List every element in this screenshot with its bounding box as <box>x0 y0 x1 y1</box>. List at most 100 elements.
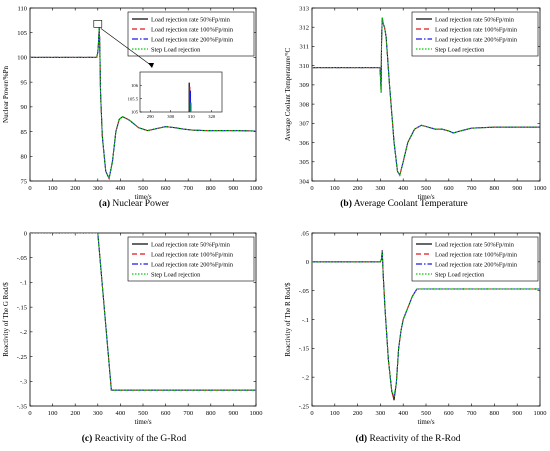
x-tick-label: 200 <box>353 410 363 417</box>
y-axis-label: Nuclear Power/%Pn <box>2 66 10 123</box>
x-tick-label: 0 <box>310 410 313 417</box>
y-tick-label: -.15 <box>299 346 309 353</box>
x-tick-label: 800 <box>490 410 500 417</box>
legend: Load rejection rate 50%Fp/min Load reject… <box>127 236 255 282</box>
y-tick-label: 85 <box>21 129 28 136</box>
y-tick-label: -.2 <box>302 374 309 381</box>
x-tick-label: 500 <box>421 410 431 417</box>
series-line-4 <box>312 17 540 177</box>
y-tick-label: 90 <box>21 104 28 111</box>
y-tick-label: 312 <box>299 25 309 32</box>
x-tick-label: 1000 <box>250 410 263 417</box>
x-tick-label: 300 <box>376 185 386 192</box>
inset-frame <box>139 71 223 113</box>
x-tick-label: 600 <box>161 410 171 417</box>
y-axis-label: Reactivity of The R Rod/$ <box>284 282 292 357</box>
legend: Load rejection rate 50%Fp/min Load reject… <box>411 236 539 282</box>
series-line-3 <box>30 233 256 391</box>
series-line-4 <box>30 27 256 181</box>
x-tick-label: 700 <box>183 410 193 417</box>
y-tick-label: -.05 <box>17 255 27 262</box>
x-tick-label: 300 <box>93 185 103 192</box>
x-axis-label: time/s <box>134 193 151 201</box>
legend-box <box>411 236 539 282</box>
y-tick-label: -.25 <box>299 403 309 410</box>
inset-x-tick-label: 290 <box>147 114 155 119</box>
y-tick-label: 105 <box>17 30 27 37</box>
legend-label-3: Load rejection rate 200%Fp/min <box>151 36 234 43</box>
legend: Load rejection rate 50%Fp/min Load reject… <box>127 11 255 57</box>
y-tick-label: 95 <box>21 79 28 86</box>
series-line-4 <box>30 233 256 391</box>
y-tick-label: 307 <box>299 121 310 128</box>
x-tick-label: 600 <box>444 410 454 417</box>
zoom-arrow-line <box>100 28 153 67</box>
x-tick-label: 900 <box>229 410 239 417</box>
x-axis-label: time/s <box>417 418 434 426</box>
inset-x-tick-label: 310 <box>188 114 196 119</box>
series-group <box>312 250 540 401</box>
caption-letter: (a) <box>99 198 110 209</box>
panel-caption: (d) Reactivity of the R-Rod <box>355 433 460 444</box>
x-tick-label: 0 <box>28 410 31 417</box>
legend-label-2: Load rejection rate 100%Fp/min <box>435 251 518 258</box>
x-axis-label: time/s <box>134 418 151 426</box>
x-tick-label: 500 <box>138 410 148 417</box>
panel-caption: (b) Average Coolant Temperature <box>340 198 467 209</box>
x-tick-label: 400 <box>116 410 126 417</box>
caption-letter: (b) <box>340 198 352 209</box>
y-tick-label: 309 <box>299 82 309 89</box>
y-tick-label: -.05 <box>299 288 309 295</box>
x-tick-label: 300 <box>376 410 386 417</box>
x-tick-label: 700 <box>467 185 477 192</box>
x-tick-label: 1000 <box>534 185 547 192</box>
y-tick-label: -.1 <box>20 280 27 287</box>
y-tick-label: 308 <box>299 101 309 108</box>
x-tick-label: 500 <box>138 185 148 192</box>
y-tick-label: 100 <box>17 55 27 62</box>
caption-text: Reactivity of the R-Rod <box>367 433 461 444</box>
x-tick-label: 900 <box>512 410 522 417</box>
series-group <box>312 17 540 177</box>
y-tick-label: 306 <box>299 140 310 147</box>
caption-text: Reactivity of the G-Rod <box>92 433 186 444</box>
series-group <box>30 27 256 181</box>
x-tick-label: 400 <box>398 185 408 192</box>
legend-label-2: Load rejection rate 100%Fp/min <box>435 26 518 33</box>
x-tick-label: 900 <box>512 185 522 192</box>
zoom-region-box <box>93 20 103 28</box>
x-tick-label: 200 <box>70 185 80 192</box>
zoom-inset: 290 300 310 320 105 105.5 106 <box>93 20 223 119</box>
y-axis-label: Average Coolant Temperature/°C <box>284 47 292 141</box>
x-tick-label: 800 <box>206 410 216 417</box>
y-tick-label: 310 <box>299 63 309 70</box>
legend-label-3: Load rejection rate 200%Fp/min <box>435 36 518 43</box>
caption-text: Average Coolant Temperature <box>352 199 468 209</box>
legend-label-4: Step Load rejection <box>151 46 201 53</box>
series-line-3 <box>312 250 540 400</box>
y-tick-label: -.15 <box>17 304 27 311</box>
y-tick-label: 0 <box>24 230 27 237</box>
x-tick-label: 500 <box>421 185 431 192</box>
caption-letter: (d) <box>355 433 367 444</box>
y-tick-label: 305 <box>299 159 309 166</box>
x-tick-label: 700 <box>467 410 477 417</box>
inset-y-tick-label: 106 <box>131 83 139 88</box>
series-line-4 <box>312 250 540 398</box>
x-tick-label: 400 <box>398 410 408 417</box>
x-tick-label: 800 <box>206 185 216 192</box>
legend-label-2: Load rejection rate 100%Fp/min <box>151 251 234 258</box>
legend-label-1: Load rejection rate 50%Fp/min <box>151 241 231 248</box>
legend-label-4: Step Load rejection <box>151 271 201 278</box>
legend-label-3: Load rejection rate 200%Fp/min <box>151 261 234 268</box>
x-tick-label: 900 <box>229 185 239 192</box>
y-axis-label: Reactivity of The G Rod/$ <box>2 282 10 357</box>
y-tick-label: 80 <box>21 154 28 161</box>
legend-label-3: Load rejection rate 200%Fp/min <box>435 261 518 268</box>
y-tick-label: -.2 <box>20 329 27 336</box>
x-tick-label: 1000 <box>534 410 547 417</box>
panel-caption: (a) Nuclear Power <box>99 198 170 209</box>
x-tick-label: 600 <box>161 185 171 192</box>
caption-letter: (c) <box>82 433 93 444</box>
